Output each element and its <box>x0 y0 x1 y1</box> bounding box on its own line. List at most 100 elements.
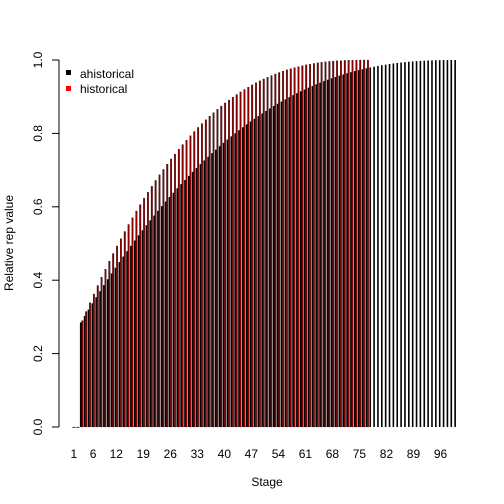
bar-ahistorical-stage-10 <box>106 279 109 427</box>
bar-historical-stage-70 <box>340 60 342 428</box>
bar-ahistorical-stage-85 <box>396 62 399 427</box>
bar-historical-stage-63 <box>312 63 315 428</box>
bar-historical-stage-67 <box>328 61 331 428</box>
bar-historical-stage-29 <box>181 144 184 428</box>
bar-ahistorical-stage-20 <box>145 225 148 427</box>
bar-ahistorical-stage-81 <box>381 65 383 428</box>
bar-historical-stage-35 <box>204 119 207 428</box>
bar-ahistorical-stage-70 <box>338 75 341 427</box>
bar-ahistorical-stage-58 <box>292 95 294 427</box>
bar-ahistorical-stage-24 <box>160 206 163 427</box>
bar-historical-stage-16 <box>131 217 134 428</box>
bar-ahistorical-stage-86 <box>400 62 402 428</box>
y-tick-label-1.0: 1.0 <box>31 51 45 68</box>
bar-historical-stage-38 <box>216 109 219 428</box>
bar-historical-stage-37 <box>212 112 215 428</box>
bar-ahistorical-stage-49 <box>257 116 260 427</box>
bar-historical-stage-43 <box>235 94 238 428</box>
bar-ahistorical-stage-62 <box>307 87 310 428</box>
bar-historical-stage-54 <box>278 72 281 428</box>
bar-historical-stage-55 <box>282 70 284 428</box>
bar-historical-stage-64 <box>316 62 319 428</box>
bar-historical-stage-2 <box>77 426 80 428</box>
x-tick-label-19: 19 <box>137 447 151 461</box>
bar-historical-stage-46 <box>247 87 250 428</box>
bar-ahistorical-stage-11 <box>110 273 113 427</box>
bar-historical-stage-23 <box>158 174 161 428</box>
bar-historical-stage-4 <box>85 311 88 428</box>
bar-ahistorical-stage-91 <box>419 60 422 428</box>
bar-ahistorical-stage-41 <box>226 139 229 427</box>
legend-swatch-historical <box>66 86 71 91</box>
bar-ahistorical-stage-77 <box>365 68 368 428</box>
x-tick-label-54: 54 <box>272 447 286 461</box>
bars-layer <box>72 59 456 428</box>
bar-historical-stage-39 <box>220 105 223 428</box>
x-tick-label-26: 26 <box>164 447 178 461</box>
bar-historical-stage-22 <box>154 180 157 428</box>
bar-historical-stage-26 <box>170 158 173 428</box>
bar-historical-stage-60 <box>301 65 304 428</box>
bar-historical-stage-58 <box>293 67 296 428</box>
bar-ahistorical-stage-14 <box>122 256 124 427</box>
bar-historical-stage-6 <box>92 293 95 428</box>
bar-historical-stage-68 <box>332 60 335 428</box>
bar-ahistorical-stage-72 <box>346 73 348 428</box>
bar-ahistorical-stage-32 <box>191 171 194 427</box>
bar-historical-stage-48 <box>255 82 257 428</box>
bar-ahistorical-stage-44 <box>238 130 240 427</box>
bar-ahistorical-stage-95 <box>435 60 437 428</box>
bar-historical-stage-50 <box>262 78 265 428</box>
bar-ahistorical-stage-99 <box>450 60 453 427</box>
bar-historical-stage-27 <box>174 153 176 428</box>
bar-historical-stage-14 <box>123 231 126 428</box>
bar-ahistorical-stage-46 <box>245 124 248 427</box>
bar-ahistorical-stage-88 <box>408 61 410 428</box>
bar-historical-stage-59 <box>297 66 300 428</box>
bar-ahistorical-stage-92 <box>423 60 426 427</box>
bar-ahistorical-stage-78 <box>369 67 372 428</box>
bar-historical-stage-3 <box>81 320 84 428</box>
bar-ahistorical-stage-26 <box>168 197 171 427</box>
x-tick-label-96: 96 <box>434 447 448 461</box>
bar-historical-stage-56 <box>285 69 288 428</box>
bar-ahistorical-stage-53 <box>272 106 275 428</box>
bar-historical-stage-11 <box>112 253 115 428</box>
bar-historical-stage-20 <box>147 192 149 428</box>
bar-historical-stage-7 <box>96 285 99 428</box>
bar-historical-stage-72 <box>347 60 350 428</box>
x-tick-label-82: 82 <box>380 447 394 461</box>
bar-ahistorical-stage-96 <box>438 60 441 428</box>
bar-historical-stage-42 <box>231 97 234 428</box>
bar-historical-stage-5 <box>89 302 91 428</box>
bar-historical-stage-32 <box>193 131 196 428</box>
bar-ahistorical-stage-66 <box>323 81 325 427</box>
bar-ahistorical-stage-87 <box>404 62 406 428</box>
x-tick-label-12: 12 <box>110 447 124 461</box>
bar-ahistorical-stage-42 <box>230 136 233 427</box>
bar-historical-stage-57 <box>289 68 292 428</box>
bar-historical-stage-73 <box>351 60 354 428</box>
bar-ahistorical-stage-16 <box>130 245 132 427</box>
bar-ahistorical-stage-12 <box>114 267 117 427</box>
bar-ahistorical-stage-93 <box>427 60 429 427</box>
bar-ahistorical-stage-98 <box>446 60 449 428</box>
bar-historical-stage-10 <box>108 261 111 428</box>
bar-ahistorical-stage-30 <box>184 179 186 427</box>
bar-historical-stage-1 <box>73 426 76 428</box>
bar-historical-stage-76 <box>363 59 366 428</box>
legend-label-ahistorical: ahistorical <box>80 67 134 81</box>
x-tick-label-68: 68 <box>326 447 340 461</box>
bar-historical-stage-28 <box>177 149 180 428</box>
bar-ahistorical-stage-45 <box>242 127 244 427</box>
legend-swatch-ahistorical <box>66 70 71 75</box>
bar-ahistorical-stage-54 <box>276 103 279 427</box>
bar-ahistorical-stage-84 <box>392 63 395 427</box>
bar-ahistorical-stage-71 <box>342 74 344 427</box>
y-tick-label-0.4: 0.4 <box>31 272 45 289</box>
bar-ahistorical-stage-83 <box>388 64 391 428</box>
bar-historical-stage-52 <box>270 75 273 428</box>
bar-ahistorical-stage-22 <box>153 215 155 427</box>
bar-historical-stage-65 <box>320 62 323 428</box>
